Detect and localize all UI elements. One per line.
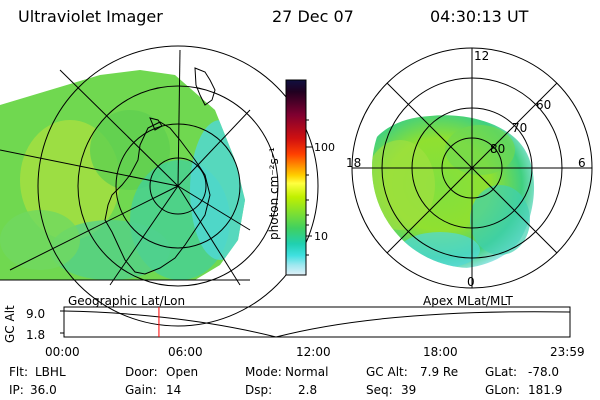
uvi-image-panel: 100 10 photon cm⁻²s⁻¹ 12 18 6 0 60 70 80 bbox=[0, 45, 593, 343]
timeline-ytick-top: 9.0 bbox=[26, 307, 45, 321]
colorbar-tick-10: 10 bbox=[314, 230, 328, 243]
colorbar-unit-label: photon cm⁻²s⁻¹ bbox=[267, 147, 281, 240]
right-map-label: Apex MLat/MLT bbox=[423, 294, 513, 308]
gc-alt-label: GC Alt: bbox=[366, 365, 408, 379]
glon-value: 181.9 bbox=[528, 383, 563, 397]
mlt-label-0: 0 bbox=[467, 275, 475, 289]
timeline-xtick-1800: 18:00 bbox=[423, 345, 458, 359]
timeline-xtick-0000: 00:00 bbox=[45, 345, 80, 359]
gain-value: 14 bbox=[166, 383, 182, 397]
flt-label: Flt: bbox=[9, 365, 28, 379]
mode-value: Normal bbox=[285, 365, 329, 379]
date-label: 27 Dec 07 bbox=[272, 7, 354, 26]
door-value: Open bbox=[166, 365, 199, 379]
gain-label: Gain: bbox=[125, 383, 157, 397]
right-map-image: 12 18 6 0 60 70 80 bbox=[346, 47, 593, 289]
flt-value: LBHL bbox=[35, 365, 66, 379]
glat-value: -78.0 bbox=[528, 365, 560, 379]
mode-label: Mode: bbox=[245, 365, 282, 379]
timeline-ylabel: GC Alt bbox=[3, 305, 17, 343]
timeline-xtick-1200: 12:00 bbox=[296, 345, 331, 359]
seq-value: 39 bbox=[401, 383, 417, 397]
door-label: Door: bbox=[125, 365, 158, 379]
mlt-label-12: 12 bbox=[474, 49, 489, 63]
time-label: 04:30:13 UT bbox=[430, 7, 529, 26]
left-map-label: Geographic Lat/Lon bbox=[68, 294, 185, 308]
mlt-label-18: 18 bbox=[346, 156, 361, 170]
ip-value: 36.0 bbox=[30, 383, 57, 397]
colorbar-tick-100: 100 bbox=[314, 141, 335, 154]
timeline-ytick-bottom: 1.8 bbox=[26, 328, 45, 342]
altitude-timeline: GC Alt 9.0 1.8 bbox=[3, 305, 571, 343]
lat-label-60: 60 bbox=[536, 98, 551, 112]
mlt-label-6: 6 bbox=[578, 156, 586, 170]
timeline-xtick-0600: 06:00 bbox=[168, 345, 203, 359]
ip-label: IP: bbox=[9, 383, 24, 397]
dsp-label: Dsp: bbox=[245, 383, 273, 397]
timeline-xtick-2359: 23:59 bbox=[550, 345, 585, 359]
colorbar: 100 10 photon cm⁻²s⁻¹ bbox=[267, 79, 335, 276]
lat-label-80: 80 bbox=[490, 142, 505, 156]
glat-label: GLat: bbox=[485, 365, 518, 379]
gc-alt-value: 7.9 Re bbox=[420, 365, 459, 379]
dsp-value: 2.8 bbox=[298, 383, 318, 397]
lat-label-70: 70 bbox=[512, 121, 527, 135]
glon-label: GLon: bbox=[485, 383, 520, 397]
seq-label: Seq: bbox=[366, 383, 393, 397]
instrument-title: Ultraviolet Imager bbox=[18, 7, 163, 26]
